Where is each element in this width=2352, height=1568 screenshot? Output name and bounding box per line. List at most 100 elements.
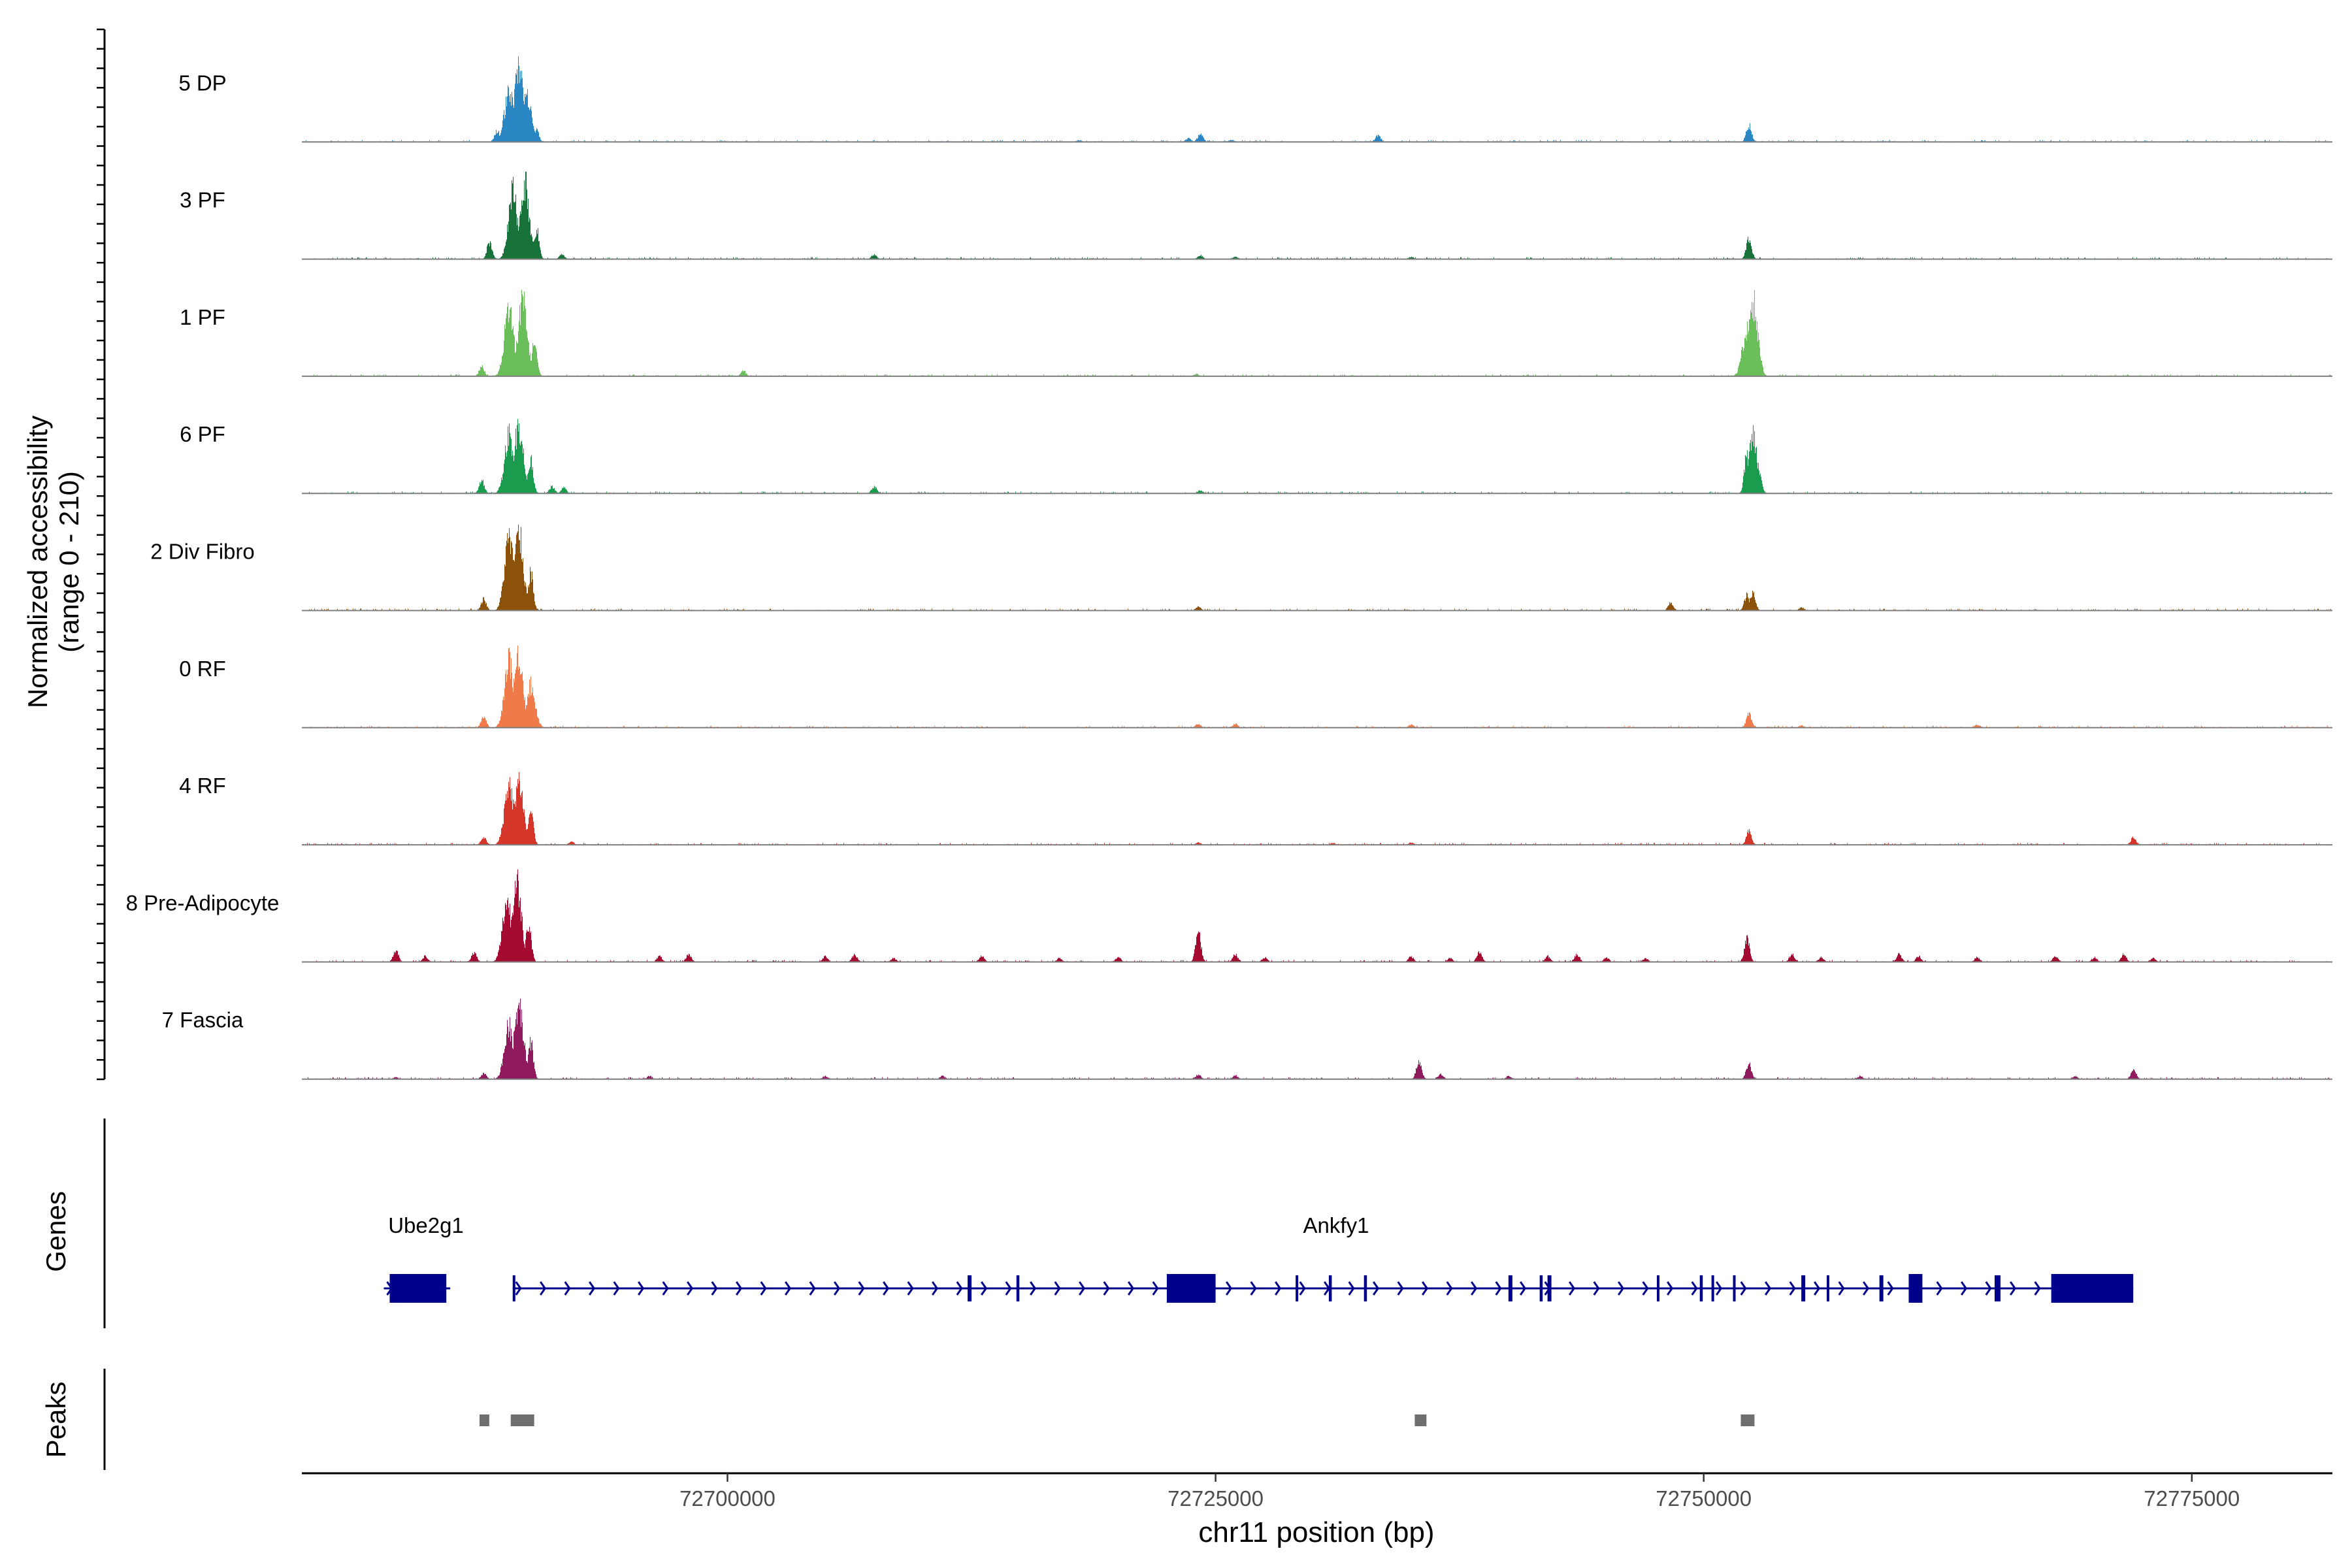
- track: 0 RF: [179, 645, 2332, 728]
- x-tick-label: 72725000: [1168, 1486, 1264, 1511]
- gene-exon: [1166, 1274, 1216, 1303]
- gene-exon: [1733, 1275, 1736, 1301]
- peaks-panel: Peaks: [41, 1369, 1755, 1470]
- strand-arrow: [1691, 1281, 1698, 1296]
- track: 5 DP: [178, 56, 2332, 143]
- track-label: 6 PF: [180, 422, 225, 446]
- coverage-area: [302, 524, 2332, 611]
- strand-arrow: [662, 1281, 669, 1296]
- track: 6 PF: [180, 419, 2332, 495]
- gene-exon: [1699, 1275, 1703, 1301]
- strand-arrow: [1618, 1281, 1625, 1296]
- strand-arrow: [1128, 1281, 1135, 1296]
- gene-exon: [1879, 1275, 1884, 1301]
- track-label: 2 Div Fibro: [150, 540, 255, 564]
- x-tick-label: 72700000: [679, 1486, 776, 1511]
- track-label: 3 PF: [180, 188, 225, 212]
- strand-arrow: [1716, 1281, 1723, 1296]
- strand-arrow: [515, 1281, 522, 1296]
- coverage-area: [302, 772, 2332, 845]
- strand-arrow: [1275, 1281, 1282, 1296]
- gene-exon: [389, 1274, 447, 1303]
- strand-arrow: [1667, 1281, 1674, 1296]
- track-label: 0 RF: [179, 657, 226, 681]
- strand-arrow: [1642, 1281, 1649, 1296]
- strand-arrow: [736, 1281, 743, 1296]
- strand-arrow: [1030, 1281, 1037, 1296]
- gene-exon: [968, 1275, 972, 1301]
- coverage-area: [302, 998, 2332, 1079]
- gene-label: Ankfy1: [1303, 1213, 1369, 1237]
- y-axis-title: Normalized accessibility (range 0 - 210): [22, 416, 84, 708]
- strand-arrow: [1103, 1281, 1110, 1296]
- strand-arrow: [1985, 1281, 1992, 1296]
- strand-arrow: [1961, 1281, 1968, 1296]
- gene-exon: [1826, 1275, 1829, 1301]
- strand-arrow: [907, 1281, 914, 1296]
- coverage-area: [302, 56, 2332, 142]
- gene-exon: [1908, 1274, 1923, 1303]
- gene-exon: [1656, 1275, 1659, 1301]
- track-label: 7 Fascia: [162, 1008, 244, 1032]
- peak-region: [479, 1414, 489, 1426]
- coverage-area: [302, 289, 2332, 376]
- strand-arrow: [883, 1281, 890, 1296]
- strand-arrow: [1373, 1281, 1380, 1296]
- y-axis: [97, 28, 106, 1081]
- y-axis-title-line1: Normalized accessibility: [22, 416, 53, 708]
- track-label: 1 PF: [180, 305, 225, 329]
- strand-arrow: [956, 1281, 963, 1296]
- strand-arrow: [2034, 1281, 2041, 1296]
- gene-exon: [1328, 1275, 1332, 1301]
- track-label: 4 RF: [179, 774, 226, 798]
- strand-arrow: [1250, 1281, 1257, 1296]
- strand-arrow: [1079, 1281, 1086, 1296]
- strand-arrow: [2010, 1281, 2017, 1296]
- coverage-tracks: 5 DP 3 PF 1 PF 6 PF 2 Div Fibro 0 RF 4 RF 8 Pre…: [126, 56, 2332, 1080]
- strand-arrow: [711, 1281, 718, 1296]
- x-axis-title: chr11 position (bp): [1198, 1516, 1434, 1548]
- track: 1 PF: [180, 289, 2332, 377]
- strand-arrow: [1054, 1281, 1061, 1296]
- strand-arrow: [1226, 1281, 1233, 1296]
- strand-arrow: [1936, 1281, 1943, 1296]
- strand-arrow: [932, 1281, 939, 1296]
- coverage-area: [302, 171, 2332, 259]
- x-tick-label: 72750000: [1656, 1486, 1752, 1511]
- strand-arrow: [1471, 1281, 1478, 1296]
- peak-region: [510, 1414, 534, 1426]
- strand-arrow: [1814, 1281, 1821, 1296]
- strand-arrow: [858, 1281, 865, 1296]
- strand-arrow: [1005, 1281, 1012, 1296]
- track: 3 PF: [180, 171, 2332, 260]
- strand-arrow: [638, 1281, 645, 1296]
- strand-arrow: [1520, 1281, 1527, 1296]
- gene-exon: [2051, 1274, 2134, 1303]
- strand-arrow: [785, 1281, 792, 1296]
- strand-arrow: [540, 1281, 547, 1296]
- strand-arrow: [981, 1281, 988, 1296]
- gene: Ube2g1: [384, 1213, 464, 1303]
- strand-arrow: [1299, 1281, 1306, 1296]
- coverage-area: [302, 869, 2332, 962]
- strand-arrow: [1593, 1281, 1600, 1296]
- track: 7 Fascia: [162, 998, 2332, 1080]
- strand-arrow: [1152, 1281, 1159, 1296]
- gene-exon: [1296, 1275, 1299, 1301]
- strand-arrow: [1740, 1281, 1747, 1296]
- strand-arrow: [809, 1281, 816, 1296]
- peak-region: [1740, 1414, 1755, 1426]
- x-tick-label: 72775000: [2144, 1486, 2240, 1511]
- peaks-panel-label: Peaks: [41, 1382, 71, 1458]
- track: 4 RF: [179, 772, 2332, 846]
- strand-arrow: [1446, 1281, 1453, 1296]
- x-axis: chr11 position (bp) 72700000 72725000 7275…: [302, 1472, 2332, 1548]
- gene-exon: [1711, 1275, 1714, 1301]
- strand-arrow: [1422, 1281, 1429, 1296]
- strand-arrow: [1569, 1281, 1576, 1296]
- strand-arrow: [834, 1281, 841, 1296]
- strand-arrow: [1765, 1281, 1772, 1296]
- gene-exon: [1508, 1275, 1512, 1301]
- strand-arrow: [564, 1281, 571, 1296]
